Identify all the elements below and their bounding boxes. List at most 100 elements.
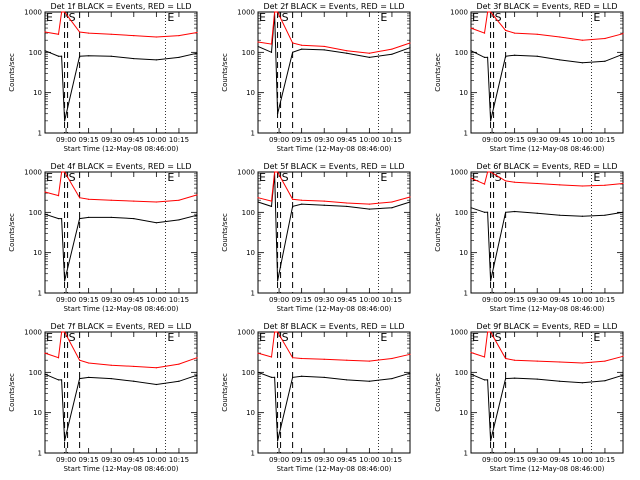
series-point-lld: [483, 183, 486, 185]
y-tick-label: 10: [459, 249, 468, 257]
series-point-events: [133, 217, 135, 220]
y-tick-label: 10: [459, 89, 468, 97]
marker-s: S: [495, 171, 502, 184]
series-point-lld: [409, 196, 411, 198]
series-point-lld: [391, 48, 393, 50]
series-point-events: [79, 217, 81, 220]
series-point-events: [323, 49, 325, 51]
series-point-lld: [483, 32, 486, 34]
series-point-lld: [470, 27, 472, 29]
x-tick-label: 09:15: [505, 136, 525, 144]
series-point-events: [276, 113, 279, 115]
panel-title: Det 4f BLACK = Events, RED = LLD: [50, 162, 191, 171]
y-tick-label: 1000: [450, 9, 468, 17]
series-point-lld: [489, 171, 492, 173]
marker-s: S: [495, 331, 502, 344]
series-point-lld: [391, 357, 393, 360]
series-point-lld: [368, 203, 370, 205]
x-tick-label: 09:15: [292, 456, 312, 464]
series-point-events: [57, 217, 60, 220]
x-tick-label: 10:00: [572, 136, 592, 144]
series-point-lld: [346, 359, 348, 361]
series-point-events: [505, 211, 507, 213]
x-tick-label: 09:15: [79, 456, 99, 464]
series-point-events: [505, 55, 507, 57]
x-tick-label: 09:30: [101, 296, 121, 304]
series-point-lld: [60, 11, 63, 13]
series-point-lld: [486, 171, 489, 173]
series-point-events: [346, 205, 348, 208]
series-point-events: [292, 205, 294, 208]
y-tick-label: 10: [33, 409, 42, 417]
x-tick-label: 09:30: [527, 456, 547, 464]
y-tick-label: 10: [246, 89, 255, 97]
series-point-lld: [57, 357, 60, 359]
panel-title: Det 9f BLACK = Events, RED = LLD: [476, 322, 617, 331]
series-point-lld: [505, 357, 507, 360]
x-tick-label: 10:15: [382, 136, 402, 144]
panel-title: Det 1f BLACK = Events, RED = LLD: [50, 2, 191, 11]
series-point-events: [63, 280, 66, 282]
detector-panel-1: Det 1f BLACK = Events, RED = LLD 1 10 100 10…: [8, 2, 198, 153]
x-tick-label: 10:15: [595, 136, 615, 144]
series-point-lld: [622, 182, 624, 185]
x-tick-label: 09:15: [292, 296, 312, 304]
y-tick-label: 1000: [24, 329, 42, 337]
x-tick-label: 10:15: [169, 136, 189, 144]
series-point-events: [581, 382, 583, 384]
series-point-events: [196, 374, 198, 376]
series-point-events: [270, 376, 273, 378]
series-point-lld: [257, 41, 259, 43]
series-point-lld: [581, 362, 583, 364]
series-point-lld: [133, 365, 135, 368]
y-tick-label: 1: [251, 130, 255, 138]
series-point-events: [273, 376, 276, 378]
series-point-lld: [346, 50, 348, 52]
x-axis-label: Start Time (12-May-08 08:46:00): [276, 465, 391, 473]
x-tick-label: 09:45: [337, 456, 357, 464]
series-point-events: [323, 204, 325, 206]
marker-s: S: [282, 171, 289, 184]
series-point-events: [536, 55, 538, 57]
series-point-events: [622, 211, 624, 213]
x-tick-label: 09:00: [482, 456, 502, 464]
series-point-events: [155, 222, 157, 224]
y-axis-label: Counts/sec: [221, 373, 229, 412]
y-tick-label: 100: [29, 209, 42, 217]
detector-panel-2: Det 2f BLACK = Events, RED = LLD 1 10 100 10…: [221, 2, 411, 153]
series-point-lld: [292, 198, 294, 200]
series-point-events: [483, 211, 486, 213]
marker-s: S: [69, 331, 76, 344]
series-point-lld: [270, 356, 273, 358]
series-point-events: [44, 213, 46, 215]
series-point-events: [292, 51, 294, 53]
series-point-events: [110, 377, 112, 380]
x-tick-label: 10:00: [146, 456, 166, 464]
y-tick-label: 100: [242, 369, 255, 377]
series-point-lld: [60, 171, 63, 173]
series-point-events: [178, 219, 180, 221]
y-tick-label: 1000: [24, 169, 42, 177]
x-tick-label: 10:00: [359, 456, 379, 464]
y-tick-label: 1000: [450, 169, 468, 177]
series-point-lld: [292, 42, 294, 44]
x-tick-label: 09:00: [56, 136, 76, 144]
series-point-events: [257, 45, 259, 48]
x-tick-label: 10:15: [382, 456, 402, 464]
y-tick-label: 1: [38, 450, 42, 458]
x-tick-label: 09:00: [269, 136, 289, 144]
series-point-events: [79, 55, 81, 57]
series-point-lld: [110, 33, 112, 35]
y-tick-label: 10: [246, 249, 255, 257]
series-point-events: [470, 50, 472, 52]
series-point-lld: [486, 331, 489, 333]
x-tick-label: 09:45: [550, 456, 570, 464]
y-tick-label: 1: [38, 290, 42, 298]
series-point-events: [133, 380, 135, 382]
series-point-lld: [57, 194, 60, 197]
series-point-lld: [273, 331, 276, 333]
marker-e-right: E: [593, 171, 600, 184]
series-point-events: [483, 379, 486, 381]
series-point-events: [63, 120, 66, 122]
